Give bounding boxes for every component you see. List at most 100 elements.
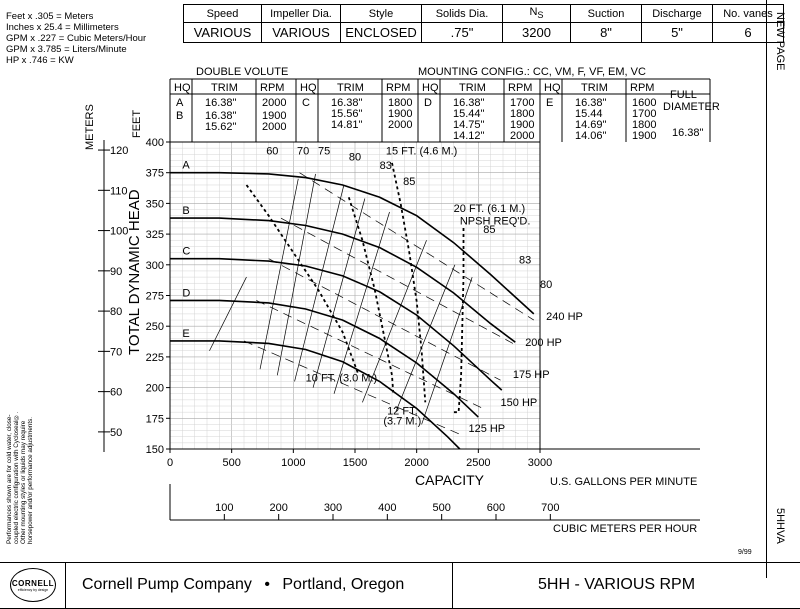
spec-value: ENCLOSED <box>340 22 422 43</box>
full-diameter-value: 16.38" <box>672 127 704 139</box>
conversion-line: Inches x 25.4 = Millimeters <box>6 22 119 33</box>
y-tick-label: 250 <box>146 321 164 333</box>
efficiency-label: 80 <box>540 279 552 291</box>
rpm-header: RPM <box>386 82 410 94</box>
efficiency-label: 85 <box>403 176 415 188</box>
x-axis-title: CAPACITY <box>415 472 485 488</box>
efficiency-label: 70 <box>297 145 309 157</box>
npsh-label: (3.7 M.) <box>383 415 421 427</box>
npsh-label: NPSH REQ'D. <box>460 215 531 227</box>
y-axis-title: TOTAL DYNAMIC HEAD <box>126 189 143 355</box>
cornell-logo: CORNELL efficiency by design <box>10 568 56 602</box>
conversion-line: GPM x 3.785 = Liters/Minute <box>6 44 127 55</box>
x-tick-label: 3000 <box>528 457 552 469</box>
rpm-header: RPM <box>508 82 532 94</box>
logo-text: CORNELL <box>11 579 55 588</box>
hq-code: D <box>424 97 432 109</box>
unit-conversions: Feet x .305 = Meters Inches x 25.4 = Mil… <box>6 11 146 66</box>
y-unit-feet: FEET <box>131 110 143 138</box>
hq-header: HQ <box>422 82 439 94</box>
horsepower-curve <box>268 258 501 381</box>
efficiency-label: 83 <box>519 255 531 267</box>
hp-label: 125 HP <box>468 423 505 435</box>
rpm-value: 1600 <box>632 97 656 109</box>
m3h-tick-label: 500 <box>432 502 450 514</box>
horsepower-curve <box>243 340 460 435</box>
meter-tick-label: 70 <box>110 346 122 358</box>
rpm-value: 2000 <box>262 121 286 133</box>
rpm-value: 2000 <box>388 119 412 131</box>
company-line: Cornell Pump Company • Portland, Oregon <box>82 576 404 594</box>
trim-value: 16.38" <box>331 97 363 109</box>
m3h-tick-label: 600 <box>487 502 505 514</box>
mounting-config-label: MOUNTING CONFIG.: CC, VM, F, VF, EM, VC <box>418 66 646 78</box>
x-tick-label: 2500 <box>466 457 490 469</box>
x-tick-label: 500 <box>222 457 240 469</box>
rpm-value: 1800 <box>510 108 534 120</box>
efficiency-curve <box>312 198 366 388</box>
spec-value: .75" <box>421 22 503 43</box>
efficiency-label: 83 <box>380 160 392 172</box>
x-unit-label: U.S. GALLONS PER MINUTE <box>550 476 697 488</box>
trim-header: TRIM <box>459 82 486 94</box>
meter-tick-label: 80 <box>110 306 122 318</box>
hp-label: 240 HP <box>546 311 583 323</box>
footer-divider <box>65 562 66 609</box>
trim-value: 14.81" <box>331 119 363 131</box>
trim-value: 15.62" <box>205 121 237 133</box>
y-tick-label: 225 <box>146 352 164 364</box>
npsh-curve <box>245 184 360 376</box>
y-tick-label: 175 <box>146 413 164 425</box>
trim-value: 16.38" <box>205 97 237 109</box>
hq-code: A <box>176 97 184 109</box>
trim-value: 16.38" <box>453 97 485 109</box>
trim-header: TRIM <box>581 82 608 94</box>
trim-header: TRIM <box>211 82 238 94</box>
double-volute-label: DOUBLE VOLUTE <box>196 66 288 78</box>
x-tick-label: 1000 <box>281 457 305 469</box>
y-tick-label: 275 <box>146 291 164 303</box>
trim-header: TRIM <box>337 82 364 94</box>
meter-tick-label: 60 <box>110 387 122 399</box>
head-curve-D <box>170 299 479 418</box>
y-unit-meters: METERS <box>84 104 96 150</box>
x-tick-label: 2000 <box>404 457 428 469</box>
trim-value: 16.38" <box>205 110 237 122</box>
meter-tick-label: 100 <box>110 226 128 238</box>
rpm-value: 1900 <box>632 130 656 142</box>
hq-header: HQ <box>544 82 561 94</box>
efficiency-curve <box>333 211 390 394</box>
rpm-value: 1900 <box>510 119 534 131</box>
hp-label: 175 HP <box>513 369 550 381</box>
rpm-value: 1900 <box>262 110 286 122</box>
head-curve-B <box>170 217 516 343</box>
spec-value: VARIOUS <box>261 22 341 43</box>
spec-value: 3200 <box>502 22 571 43</box>
efficiency-curve <box>395 264 456 413</box>
m3h-unit-label: CUBIC METERS PER HOUR <box>553 523 697 535</box>
full-diameter-label: FULL <box>670 89 697 101</box>
conversion-line: HP x .746 = KW <box>6 55 74 66</box>
efficiency-label: 60 <box>266 145 278 157</box>
hp-label: 150 HP <box>501 397 538 409</box>
npsh-label: 12 FT. <box>387 406 418 418</box>
trim-value: 14.12" <box>453 130 485 142</box>
efficiency-curve <box>276 173 316 376</box>
npsh-curve <box>391 162 427 403</box>
hq-code: C <box>302 97 310 109</box>
rpm-value: 1900 <box>388 108 412 120</box>
m3h-tick-label: 100 <box>215 502 233 514</box>
y-tick-label: 200 <box>146 383 164 395</box>
meter-tick-label: 50 <box>110 427 122 439</box>
trim-value: 15.56" <box>331 108 363 120</box>
trim-value: 15.44 <box>575 108 603 120</box>
trim-value: 16.38" <box>575 97 607 109</box>
spec-value: VARIOUS <box>183 22 262 43</box>
x-tick-label: 0 <box>167 457 173 469</box>
efficiency-label: 85 <box>483 224 495 236</box>
curve-label: C <box>182 246 190 258</box>
conversion-line: Feet x .305 = Meters <box>6 11 94 22</box>
trim-value: 15.44" <box>453 108 485 120</box>
rpm-value: 1800 <box>388 97 412 109</box>
model-code-label: 5HHVA <box>774 508 786 544</box>
